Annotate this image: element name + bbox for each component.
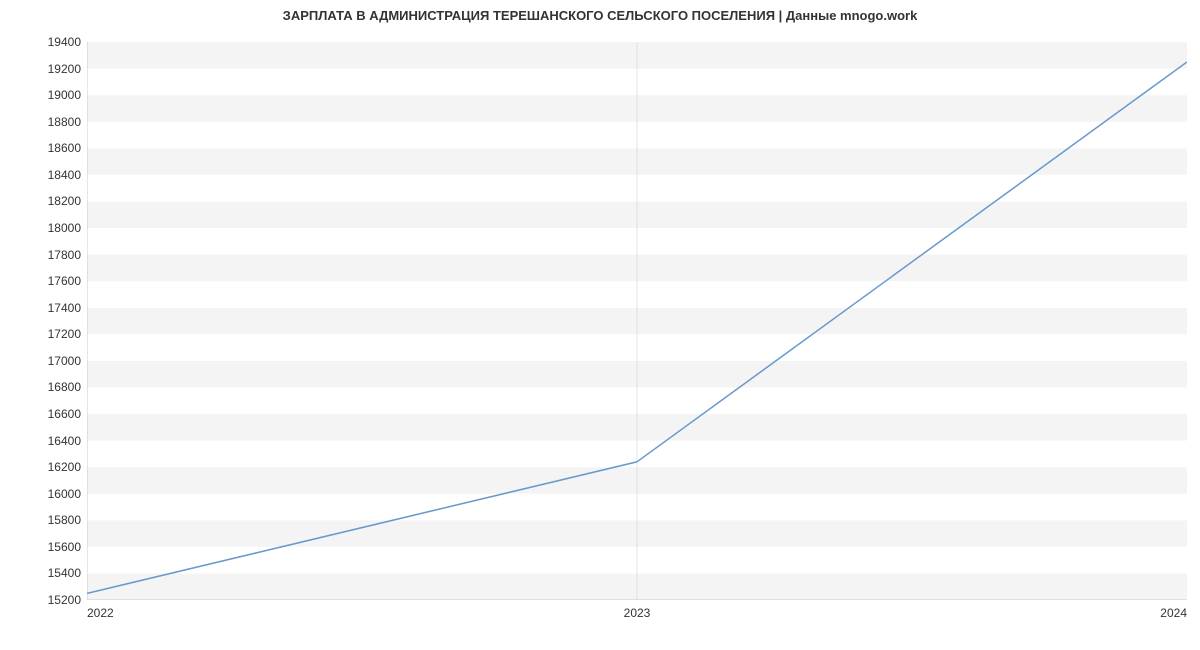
chart-title: ЗАРПЛАТА В АДМИНИСТРАЦИЯ ТЕРЕШАНСКОГО СЕ… [0,8,1200,23]
x-tick-label: 2023 [624,606,651,620]
y-tick-label: 15800 [48,513,81,527]
plot-svg [87,42,1187,600]
x-tick-label: 2022 [87,606,114,620]
y-tick-label: 16400 [48,434,81,448]
y-tick-label: 18400 [48,168,81,182]
x-tick-label: 2024 [1160,606,1187,620]
y-tick-label: 16800 [48,380,81,394]
y-tick-label: 16200 [48,460,81,474]
y-tick-label: 17200 [48,327,81,341]
y-tick-label: 19000 [48,88,81,102]
y-tick-label: 17000 [48,354,81,368]
y-tick-label: 16600 [48,407,81,421]
y-tick-label: 17600 [48,274,81,288]
y-tick-label: 16000 [48,487,81,501]
plot-area: 1520015400156001580016000162001640016600… [87,42,1187,600]
y-tick-label: 19200 [48,62,81,76]
y-tick-label: 19400 [48,35,81,49]
y-tick-label: 18000 [48,221,81,235]
y-tick-label: 18600 [48,141,81,155]
y-tick-label: 15600 [48,540,81,554]
y-tick-label: 15400 [48,566,81,580]
y-tick-label: 17400 [48,301,81,315]
y-tick-label: 15200 [48,593,81,607]
y-tick-label: 18800 [48,115,81,129]
y-tick-label: 18200 [48,194,81,208]
y-tick-label: 17800 [48,248,81,262]
